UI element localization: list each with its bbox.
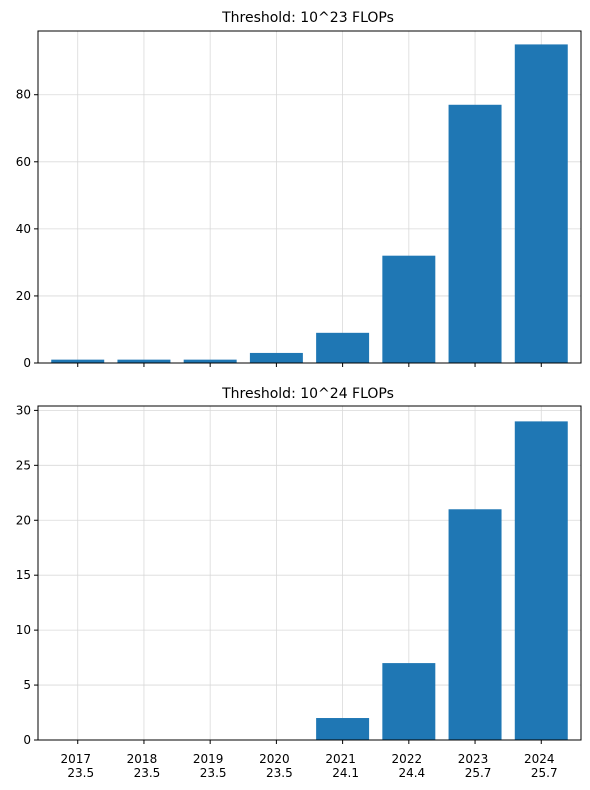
x-tick-label-flops: 25.7 [465, 766, 492, 780]
bar-2024 [514, 421, 568, 740]
x-tick-label-flops: 23.5 [67, 766, 94, 780]
x-tick-label-flops: 24.4 [398, 766, 425, 780]
x-tick-label-flops: 23.5 [266, 766, 293, 780]
chart-title: Threshold: 10^23 FLOPs [221, 10, 394, 26]
bar-2021 [316, 718, 370, 740]
y-tick-label: 10 [16, 623, 31, 637]
bar-2020 [249, 352, 303, 363]
x-tick-label-year: 2021 [325, 752, 356, 766]
y-tick-label: 60 [16, 155, 31, 169]
x-tick-label-year: 2020 [259, 752, 290, 766]
x-tick-label-year: 2023 [458, 752, 489, 766]
bar-2022 [382, 255, 436, 363]
bar-2023 [448, 509, 502, 740]
bar-2021 [316, 332, 370, 363]
y-tick-label: 0 [23, 356, 31, 370]
x-tick-label-year: 2022 [392, 752, 423, 766]
x-tick-label-flops: 25.7 [531, 766, 558, 780]
y-tick-label: 25 [16, 458, 31, 472]
x-tick-label-year: 2019 [193, 752, 224, 766]
x-tick-label-flops: 23.5 [134, 766, 161, 780]
x-tick-label-year: 2017 [60, 752, 91, 766]
y-axis: 0 20 40 60 80 [16, 88, 38, 370]
x-tick-label-year: 2024 [524, 752, 555, 766]
x-axis [77, 363, 542, 367]
y-tick-label: 15 [16, 568, 31, 582]
y-tick-label: 20 [16, 289, 31, 303]
bars [316, 421, 568, 740]
y-axis: 0 5 10 15 20 25 30 [16, 403, 38, 747]
y-tick-label: 0 [23, 733, 31, 747]
x-tick-label-year: 2018 [127, 752, 158, 766]
x-tick-label-flops: 24.1 [332, 766, 359, 780]
bar-2018 [117, 359, 171, 363]
y-tick-label: 20 [16, 513, 31, 527]
x-axis: 201723.5201823.5201923.5202023.5202124.1… [60, 740, 558, 780]
bar-2023 [448, 104, 502, 364]
chart-threshold-24: Threshold: 10^24 FLOPs 0 5 10 15 20 25 30 2017… [16, 386, 582, 780]
plot-frame [37, 405, 582, 741]
bar-2022 [382, 663, 436, 740]
y-tick-label: 40 [16, 222, 31, 236]
chart-threshold-23: Threshold: 10^23 FLOPs 0 20 40 60 80 [16, 10, 582, 370]
y-tick-label: 80 [16, 88, 31, 102]
chart-title: Threshold: 10^24 FLOPs [221, 386, 394, 402]
bar-2017 [51, 359, 105, 363]
bars [51, 44, 568, 364]
bar-2024 [514, 44, 568, 363]
y-tick-label: 5 [23, 678, 31, 692]
plot-frame [37, 30, 582, 364]
y-tick-label: 30 [16, 403, 31, 417]
bar-2019 [183, 359, 237, 363]
x-tick-label-flops: 23.5 [200, 766, 227, 780]
